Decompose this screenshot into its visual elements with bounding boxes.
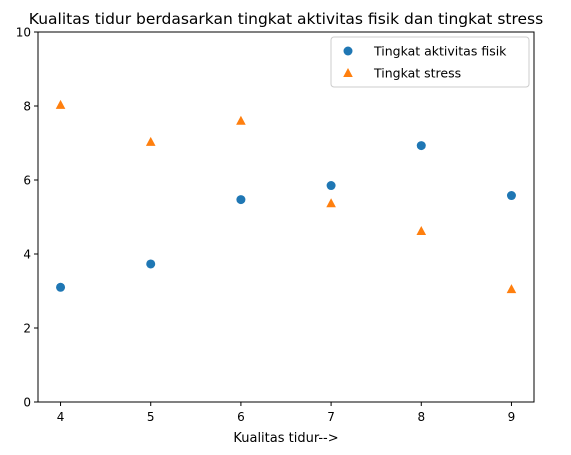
x-tick-label: 4 — [57, 410, 65, 424]
legend-label-tingkat-stress: Tingkat stress — [373, 66, 461, 81]
y-tick-label: 2 — [23, 322, 31, 336]
data-point-tingkat-aktivitas-fisik — [146, 259, 156, 269]
plot-area-frame — [37, 31, 535, 403]
data-point-tingkat-aktivitas-fisik — [56, 282, 66, 292]
data-point-tingkat-stress — [145, 136, 156, 146]
y-tick-label: 4 — [23, 248, 31, 262]
x-tick-label: 5 — [147, 410, 155, 424]
legend-box — [330, 36, 530, 88]
plot-marks — [55, 99, 517, 294]
x-axis-label: Kualitas tidur--> — [233, 431, 338, 446]
legend: Tingkat aktivitas fisik Tingkat stress — [330, 36, 530, 88]
x-tick-label: 6 — [237, 410, 245, 424]
data-point-tingkat-stress — [55, 99, 66, 109]
data-point-tingkat-stress — [506, 284, 517, 294]
y-tick-label: 0 — [23, 396, 31, 410]
data-point-tingkat-aktivitas-fisik — [236, 195, 246, 205]
y-axis: 0 2 4 6 8 10 — [16, 26, 38, 410]
legend-label-tingkat-aktivitas-fisik: Tingkat aktivitas fisik — [373, 44, 507, 59]
data-point-tingkat-aktivitas-fisik — [416, 141, 426, 151]
data-point-tingkat-stress — [416, 226, 427, 236]
x-tick-label: 9 — [508, 410, 516, 424]
data-point-tingkat-aktivitas-fisik — [506, 191, 516, 201]
y-tick-label: 10 — [16, 26, 31, 40]
y-tick-label: 8 — [23, 100, 31, 114]
chart-title: Kualitas tidur berdasarkan tingkat aktiv… — [29, 10, 543, 28]
x-axis: 4 5 6 7 8 9 — [57, 402, 516, 424]
legend-marker-tingkat-aktivitas-fisik — [343, 46, 353, 56]
x-tick-label: 7 — [327, 410, 335, 424]
legend-marker-tingkat-stress — [343, 68, 353, 77]
data-point-tingkat-stress — [236, 115, 246, 125]
y-tick-label: 6 — [23, 174, 31, 188]
data-point-tingkat-stress — [326, 198, 336, 208]
x-tick-label: 8 — [417, 410, 425, 424]
data-point-tingkat-aktivitas-fisik — [326, 181, 336, 191]
